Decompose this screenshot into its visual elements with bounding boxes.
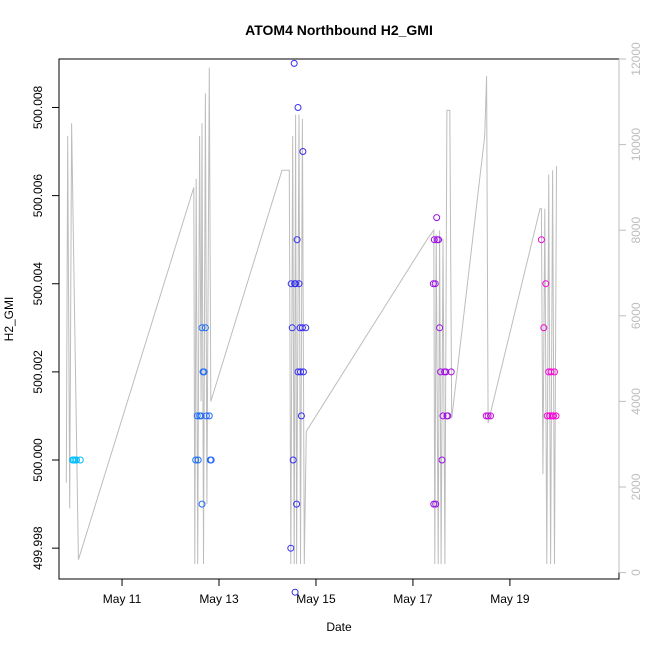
y-axis-label: H2_GMI (2, 297, 16, 342)
data-point (487, 412, 494, 420)
data-point (430, 500, 438, 508)
y2-tick-label: 6000 (629, 302, 643, 329)
x-tick-label: May 11 (103, 592, 142, 606)
y-tick-label: 500.006 (31, 174, 45, 218)
data-point (294, 104, 302, 111)
data-point (293, 236, 301, 244)
data-point (484, 412, 492, 420)
data-point (542, 280, 550, 288)
data-point (293, 500, 301, 508)
y2-tick-label: 4000 (629, 388, 643, 415)
data-point (73, 456, 80, 464)
data-point (193, 412, 201, 420)
data-point (205, 412, 213, 420)
data-point (192, 456, 200, 464)
data-point (551, 368, 558, 376)
data-point (436, 324, 444, 332)
data-point (200, 368, 208, 376)
y2-tick-label: 0 (629, 569, 643, 576)
y-tick-label: 499.998 (31, 526, 45, 570)
data-point (431, 280, 439, 288)
data-point (435, 236, 443, 244)
data-point (202, 412, 210, 420)
x-tick-label: May 15 (296, 592, 336, 606)
data-point (442, 368, 450, 376)
data-point (194, 456, 202, 464)
x-tick-label: May 19 (490, 592, 530, 606)
data-point (298, 324, 306, 332)
data-point (291, 588, 299, 596)
line-series-path (65, 67, 557, 565)
data-point (297, 412, 305, 420)
data-point (76, 456, 84, 464)
y-tick-label: 500.000 (31, 438, 45, 482)
x-tick-label: May 17 (393, 592, 433, 606)
data-point (294, 368, 302, 376)
data-point (432, 500, 440, 508)
data-point (547, 368, 555, 376)
data-point (198, 324, 206, 332)
data-point (201, 324, 209, 332)
data-point (290, 59, 298, 67)
data-point (550, 412, 557, 420)
data-point (299, 368, 307, 376)
data-point (197, 412, 205, 420)
line-series (65, 67, 557, 565)
y-axis-right: 0 2000 4000 6000 8000 10000 12000 (618, 42, 643, 576)
data-point (540, 324, 548, 332)
plot-frame (58, 58, 620, 580)
data-point (289, 456, 297, 464)
data-point (287, 280, 295, 288)
data-point (207, 456, 215, 464)
chart-title: ATOM4 Northbound H2_GMI (245, 22, 433, 38)
y-tick-label: 500.008 (31, 85, 45, 129)
y-tick-label: 500.004 (31, 262, 45, 306)
data-point (288, 324, 296, 332)
data-point (433, 214, 441, 222)
y2-tick-label: 10000 (629, 128, 643, 162)
data-point (297, 368, 304, 376)
x-tick-label: May 13 (199, 592, 239, 606)
x-axis: May 11 May 13 May 15 May 17 May 19 (103, 578, 530, 606)
data-point (198, 500, 206, 508)
data-point (429, 280, 437, 288)
data-point (287, 544, 295, 552)
data-point (430, 236, 438, 244)
x-axis-label: Date (326, 620, 352, 634)
data-point (292, 280, 300, 288)
data-point (482, 412, 490, 420)
y2-tick-label: 8000 (629, 217, 643, 244)
data-point (437, 368, 445, 376)
data-point (438, 456, 446, 464)
y2-tick-label: 2000 (629, 473, 643, 500)
data-point (444, 412, 452, 420)
data-point (552, 412, 560, 420)
data-point (447, 368, 455, 376)
data-point (299, 148, 307, 155)
y-tick-label: 500.002 (31, 350, 45, 394)
data-point (439, 412, 447, 420)
data-point (537, 236, 545, 244)
scatter-points (69, 59, 560, 596)
data-point (295, 280, 303, 288)
y2-tick-label: 12000 (629, 42, 643, 76)
data-point (302, 324, 310, 332)
y-axis-left: 499.998 500.000 500.002 500.004 500.006 500.0… (31, 85, 60, 570)
